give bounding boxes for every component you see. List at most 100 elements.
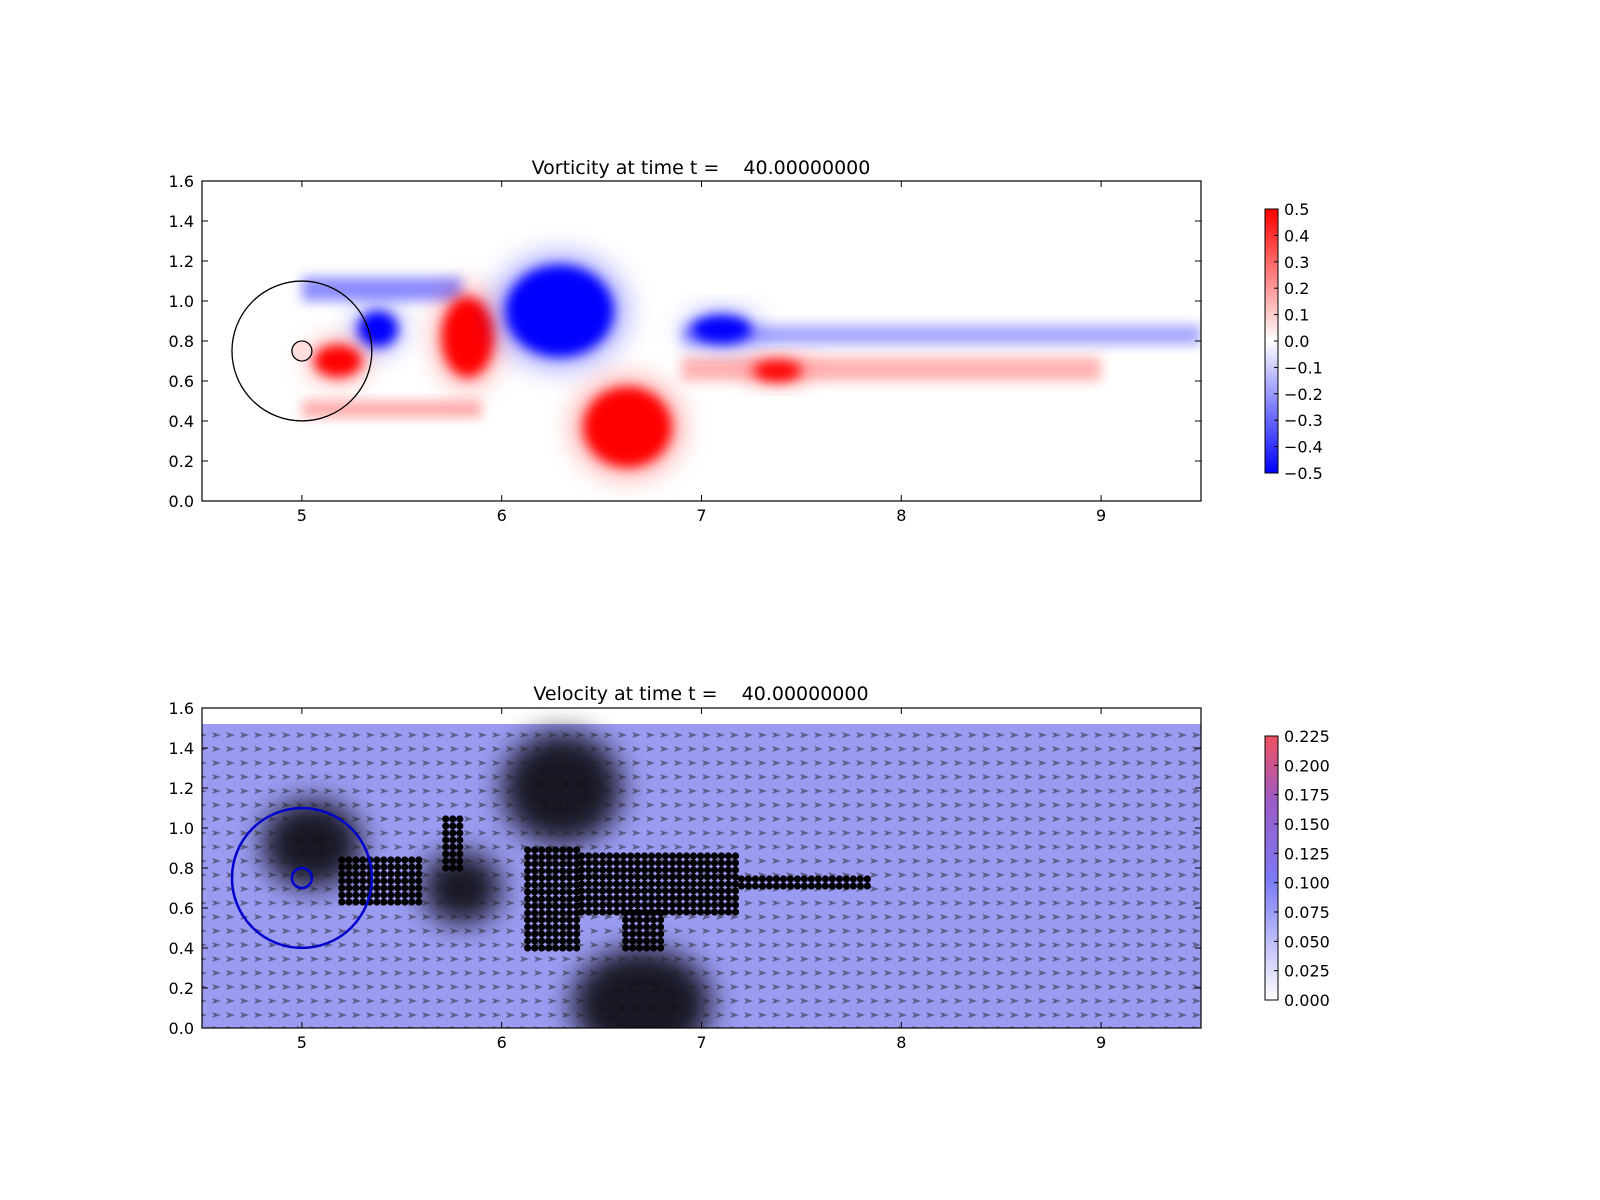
marker-dot [731, 887, 740, 895]
marker-dot [758, 882, 767, 890]
marker-dot [710, 908, 719, 916]
marker-dot [538, 867, 546, 875]
y-tick-label: 1.4 [169, 739, 194, 758]
marker-dot [654, 880, 663, 888]
marker-dot [559, 867, 567, 875]
marker-dot [710, 901, 719, 909]
marker-dot [345, 891, 353, 899]
marker-dot [621, 937, 630, 945]
marker-dot [633, 866, 642, 874]
y-tick-label: 1.6 [169, 699, 194, 718]
marker-dot [338, 856, 346, 864]
marker-dot [408, 898, 416, 906]
marker-dot [731, 901, 740, 909]
marker-dot [654, 852, 663, 860]
marker-dot [552, 916, 560, 924]
y-tick-label: 0.8 [169, 859, 194, 878]
marker-dot [442, 864, 450, 872]
marker-dot [710, 887, 719, 895]
marker-dot [640, 873, 649, 881]
marker-dot [387, 870, 395, 878]
marker-dot [689, 852, 698, 860]
marker-dot [731, 894, 740, 902]
marker-dot [703, 894, 712, 902]
y-tick-label: 1.0 [169, 292, 194, 311]
marker-dot [531, 902, 539, 910]
marker-dot [710, 859, 719, 867]
marker-dot [449, 836, 457, 844]
marker-dot [724, 901, 733, 909]
marker-dot [566, 937, 574, 945]
marker-dot [345, 870, 353, 878]
marker-dot [710, 852, 719, 860]
marker-dot [731, 880, 740, 888]
marker-dot [552, 853, 560, 861]
vorticity-wake-positive [681, 357, 1102, 381]
marker-dot [703, 908, 712, 916]
velocity-y-axis: 0.0 0.2 0.4 0.6 0.8 1.0 1.2 1.4 1.6 [169, 699, 1201, 1038]
marker-dot [626, 894, 635, 902]
marker-dot [352, 877, 360, 885]
marker-dot [731, 908, 740, 916]
velocity-field [202, 724, 1201, 1028]
marker-dot [598, 894, 607, 902]
marker-dot [592, 894, 600, 902]
colorbar-tick-label: 0.175 [1284, 786, 1330, 805]
marker-dot [633, 887, 642, 895]
marker-dot [585, 866, 593, 874]
marker-dot [621, 916, 630, 924]
marker-dot [338, 863, 346, 871]
marker-dot [352, 870, 360, 878]
marker-dot [531, 846, 539, 854]
marker-dot [531, 909, 539, 917]
marker-dot [415, 870, 423, 878]
marker-dot [524, 895, 532, 903]
marker-dot [531, 916, 539, 924]
marker-dot [724, 866, 733, 874]
colorbar-tick-label: 0.025 [1284, 962, 1330, 981]
marker-dot [640, 894, 649, 902]
marker-dot [545, 930, 553, 938]
x-tick-label: 9 [1096, 1033, 1106, 1052]
marker-dot [605, 908, 614, 916]
marker-dot [545, 944, 553, 952]
marker-dot [793, 882, 802, 890]
vorticity-x-axis: 5 6 7 8 9 [297, 181, 1106, 525]
marker-dot [415, 898, 423, 906]
marker-dot [633, 859, 642, 867]
marker-dot [592, 873, 600, 881]
marker-dot [559, 937, 567, 945]
marker-dot [524, 923, 532, 931]
marker-dot [640, 859, 649, 867]
marker-dot [524, 853, 532, 861]
marker-dot [545, 923, 553, 931]
marker-dot [559, 846, 567, 854]
marker-dot [538, 937, 546, 945]
marker-dot [578, 859, 586, 867]
marker-dot [724, 894, 733, 902]
marker-dot [585, 894, 593, 902]
marker-dot [675, 873, 684, 881]
marker-dot [524, 937, 532, 945]
marker-dot [717, 908, 726, 916]
marker-dot [598, 908, 607, 916]
marker-dot [578, 852, 586, 860]
marker-dot [559, 923, 567, 931]
marker-dot [605, 880, 614, 888]
marker-dot [654, 873, 663, 881]
marker-dot [710, 866, 719, 874]
marker-dot [647, 859, 656, 867]
marker-dot [415, 877, 423, 885]
marker-dot [538, 888, 546, 896]
y-tick-label: 0.0 [169, 492, 194, 511]
colorbar-tick-label: −0.3 [1284, 411, 1323, 430]
marker-dot [408, 870, 416, 878]
marker-dot [696, 852, 705, 860]
marker-dot [821, 875, 829, 883]
marker-dot [598, 873, 607, 881]
marker-dot [373, 898, 381, 906]
y-tick-label: 1.6 [169, 172, 194, 191]
marker-dot [696, 894, 705, 902]
